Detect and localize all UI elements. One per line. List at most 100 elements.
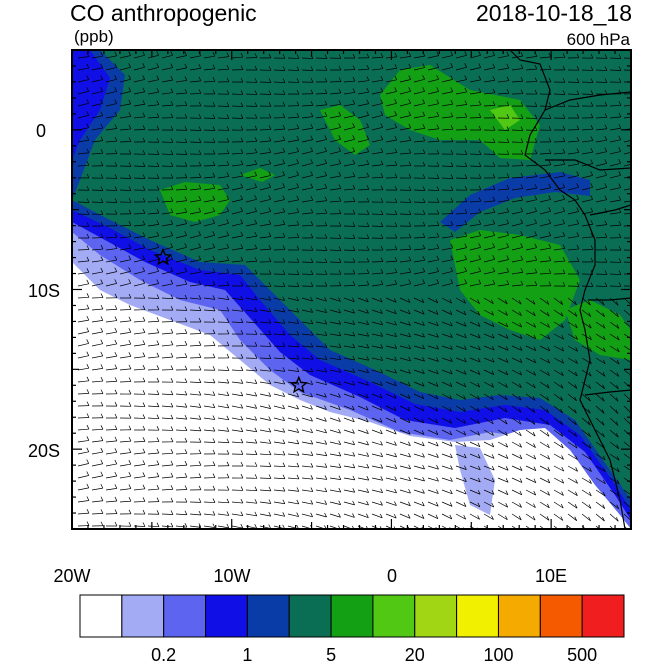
- wind-vector: [301, 127, 313, 131]
- wind-barb-feather: [114, 51, 118, 56]
- wind-barb-feather: [519, 503, 522, 508]
- wind-vector: [553, 501, 564, 509]
- wind-vector: [581, 381, 591, 389]
- wind-vector: [189, 309, 202, 311]
- wind-barb-feather: [268, 257, 272, 262]
- wind-barb-feather: [463, 453, 467, 459]
- wind-vector: [539, 223, 551, 227]
- wind-barb-feather: [142, 197, 146, 203]
- wind-vector: [77, 355, 89, 359]
- wind-barb-feather: [534, 256, 538, 261]
- wind-barb-feather: [254, 125, 258, 130]
- wind-vector: [441, 236, 453, 239]
- wind-vector: [329, 417, 341, 422]
- wind-vector: [245, 187, 257, 191]
- wind-barb-feather: [338, 111, 342, 116]
- wind-barb-feather: [618, 270, 622, 275]
- wind-vector: [427, 225, 440, 227]
- wind-barb-feather: [184, 449, 188, 454]
- wind-vector: [469, 309, 480, 316]
- wind-barb-feather: [464, 465, 467, 470]
- wind-barb-feather: [170, 402, 174, 408]
- wind-vector: [259, 81, 272, 83]
- wind-barb-feather: [100, 233, 104, 238]
- wind-vector: [595, 187, 607, 191]
- wind-barb-feather: [240, 318, 244, 323]
- wind-vector: [245, 211, 257, 215]
- wind-vector: [343, 138, 355, 143]
- wind-barb-feather: [268, 392, 272, 397]
- wind-barb-feather: [184, 378, 188, 383]
- wind-vector: [455, 321, 467, 327]
- wind-barb-feather: [602, 359, 606, 365]
- wind-vector: [175, 246, 187, 251]
- wind-barb-feather: [86, 459, 90, 464]
- wind-barb-feather: [352, 53, 356, 59]
- wind-barb-feather: [114, 267, 118, 272]
- wind-vector: [385, 79, 397, 83]
- wind-barb-feather: [546, 396, 550, 401]
- wind-vector: [133, 103, 145, 107]
- wind-barb-feather: [604, 245, 608, 250]
- wind-barb-feather: [534, 172, 538, 177]
- wind-vector: [567, 223, 579, 227]
- wind-vector: [175, 188, 187, 191]
- wind-vector: [273, 501, 285, 505]
- wind-vector: [189, 381, 202, 384]
- wind-barb-feather: [618, 195, 622, 201]
- wind-vector: [329, 309, 341, 314]
- wind-vector: [595, 224, 607, 227]
- wind-vector: [427, 103, 439, 107]
- wind-barb-feather: [212, 511, 216, 516]
- wind-barb-feather: [575, 491, 578, 496]
- wind-vector: [455, 477, 467, 482]
- wind-vector: [539, 210, 551, 215]
- wind-barb-feather: [491, 370, 495, 375]
- wind-barb-feather: [519, 334, 523, 339]
- wind-barb-feather: [633, 78, 635, 82]
- wind-barb-feather: [142, 509, 146, 515]
- wind-barb-feather: [254, 391, 258, 397]
- wind-vector: [259, 151, 271, 155]
- wind-barb-feather: [588, 444, 592, 449]
- wind-vector: [371, 465, 383, 469]
- wind-vector: [315, 441, 327, 445]
- wind-barb-feather: [365, 297, 369, 303]
- wind-vector: [287, 224, 299, 227]
- wind-barb-feather: [477, 490, 481, 495]
- wind-barb-feather: [142, 232, 146, 237]
- wind-barb-feather: [254, 462, 258, 467]
- wind-barb-feather: [506, 126, 510, 131]
- wind-vector: [371, 441, 383, 446]
- wind-vector: [609, 417, 619, 426]
- wind-vector: [385, 213, 398, 215]
- wind-vector: [231, 417, 243, 421]
- wind-vector: [119, 189, 132, 191]
- wind-vector: [455, 79, 467, 83]
- wind-barb-feather: [100, 293, 104, 298]
- wind-vector: [329, 525, 340, 529]
- wind-barb-feather: [184, 414, 188, 420]
- wind-vector: [161, 393, 173, 396]
- wind-barb-feather: [604, 171, 607, 176]
- wind-barb-feather: [464, 243, 468, 248]
- wind-barb-feather: [590, 78, 594, 83]
- wind-barb-feather: [226, 219, 229, 224]
- wind-vector: [119, 271, 131, 275]
- wind-barb-feather: [394, 99, 397, 104]
- wind-barb-feather: [450, 99, 454, 105]
- wind-vector: [399, 453, 411, 458]
- wind-vector: [119, 259, 131, 263]
- wind-vector: [553, 309, 564, 317]
- wind-vector: [329, 369, 341, 373]
- wind-barb-feather: [576, 195, 579, 200]
- wind-vector: [329, 127, 341, 131]
- wind-vector: [189, 357, 202, 359]
- wind-barb-feather: [633, 66, 635, 70]
- wind-barb-feather: [324, 417, 327, 422]
- wind-vector: [399, 271, 411, 275]
- wind-vector: [245, 501, 257, 504]
- wind-vector: [385, 297, 397, 303]
- wind-barb-feather: [156, 185, 160, 191]
- wind-barb-feather: [421, 418, 425, 424]
